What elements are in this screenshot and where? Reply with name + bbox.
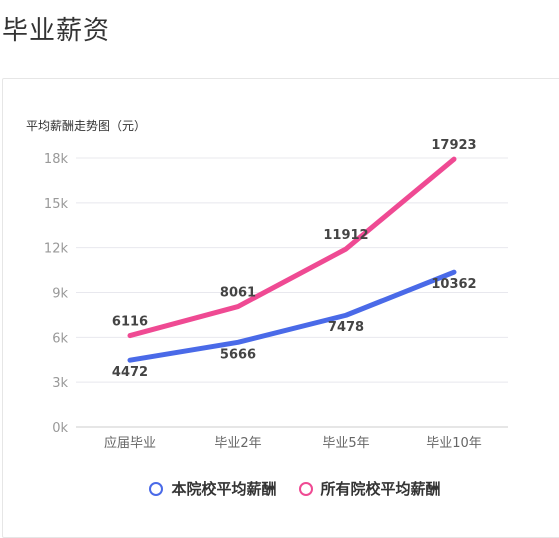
x-tick-label: 毕业2年 bbox=[214, 436, 261, 451]
legend-circle-icon bbox=[149, 481, 164, 496]
legend-item-0[interactable]: 本院校平均薪酬 bbox=[149, 478, 277, 499]
legend-item-1[interactable]: 所有院校平均薪酬 bbox=[298, 478, 441, 499]
legend-label: 本院校平均薪酬 bbox=[171, 480, 277, 498]
y-tick-label: 15k bbox=[44, 197, 69, 212]
x-tick-label: 应届毕业 bbox=[104, 435, 156, 451]
y-tick-label: 12k bbox=[44, 242, 69, 257]
y-tick-label: 18k bbox=[44, 152, 69, 167]
x-tick-label: 毕业10年 bbox=[426, 436, 482, 451]
legend-label: 所有院校平均薪酬 bbox=[320, 480, 441, 498]
salary-trend-chart: 平均薪酬走势图（元） 0k 3k 6k 9k 12k 15k 18k 应届毕业 毕业2年 毕业5年… bbox=[26, 119, 508, 451]
y-tick-label: 0k bbox=[52, 421, 68, 436]
series-line-0 bbox=[127, 269, 457, 363]
data-label: 10362 bbox=[431, 277, 476, 292]
chart-title: 平均薪酬走势图（元） bbox=[26, 119, 146, 133]
series-lines bbox=[127, 156, 457, 363]
legend-circle-icon bbox=[298, 481, 313, 496]
chart-legend: 本院校平均薪酬 所有院校平均薪酬 bbox=[0, 478, 559, 499]
data-label: 11912 bbox=[323, 228, 368, 243]
salary-chart-card bbox=[2, 78, 559, 538]
data-label: 4472 bbox=[112, 365, 148, 380]
y-tick-label: 3k bbox=[52, 376, 68, 391]
data-labels: 4472 5666 7478 10362 6116 8061 11912 17923 bbox=[112, 138, 477, 380]
y-tick-label: 9k bbox=[52, 287, 68, 302]
y-tick-label: 6k bbox=[52, 331, 68, 346]
data-label: 7478 bbox=[328, 320, 364, 335]
x-tick-label: 毕业5年 bbox=[322, 436, 369, 451]
data-label: 17923 bbox=[431, 138, 476, 153]
data-label: 8061 bbox=[220, 286, 256, 301]
series-line-1 bbox=[127, 156, 457, 339]
data-label: 5666 bbox=[220, 347, 256, 362]
data-label: 6116 bbox=[112, 315, 148, 330]
axis-ticks: 0k 3k 6k 9k 12k 15k 18k 应届毕业 毕业2年 毕业5年 毕业10年 bbox=[44, 152, 482, 451]
page-title: 毕业薪资 bbox=[2, 16, 111, 46]
grid-lines bbox=[76, 157, 508, 428]
